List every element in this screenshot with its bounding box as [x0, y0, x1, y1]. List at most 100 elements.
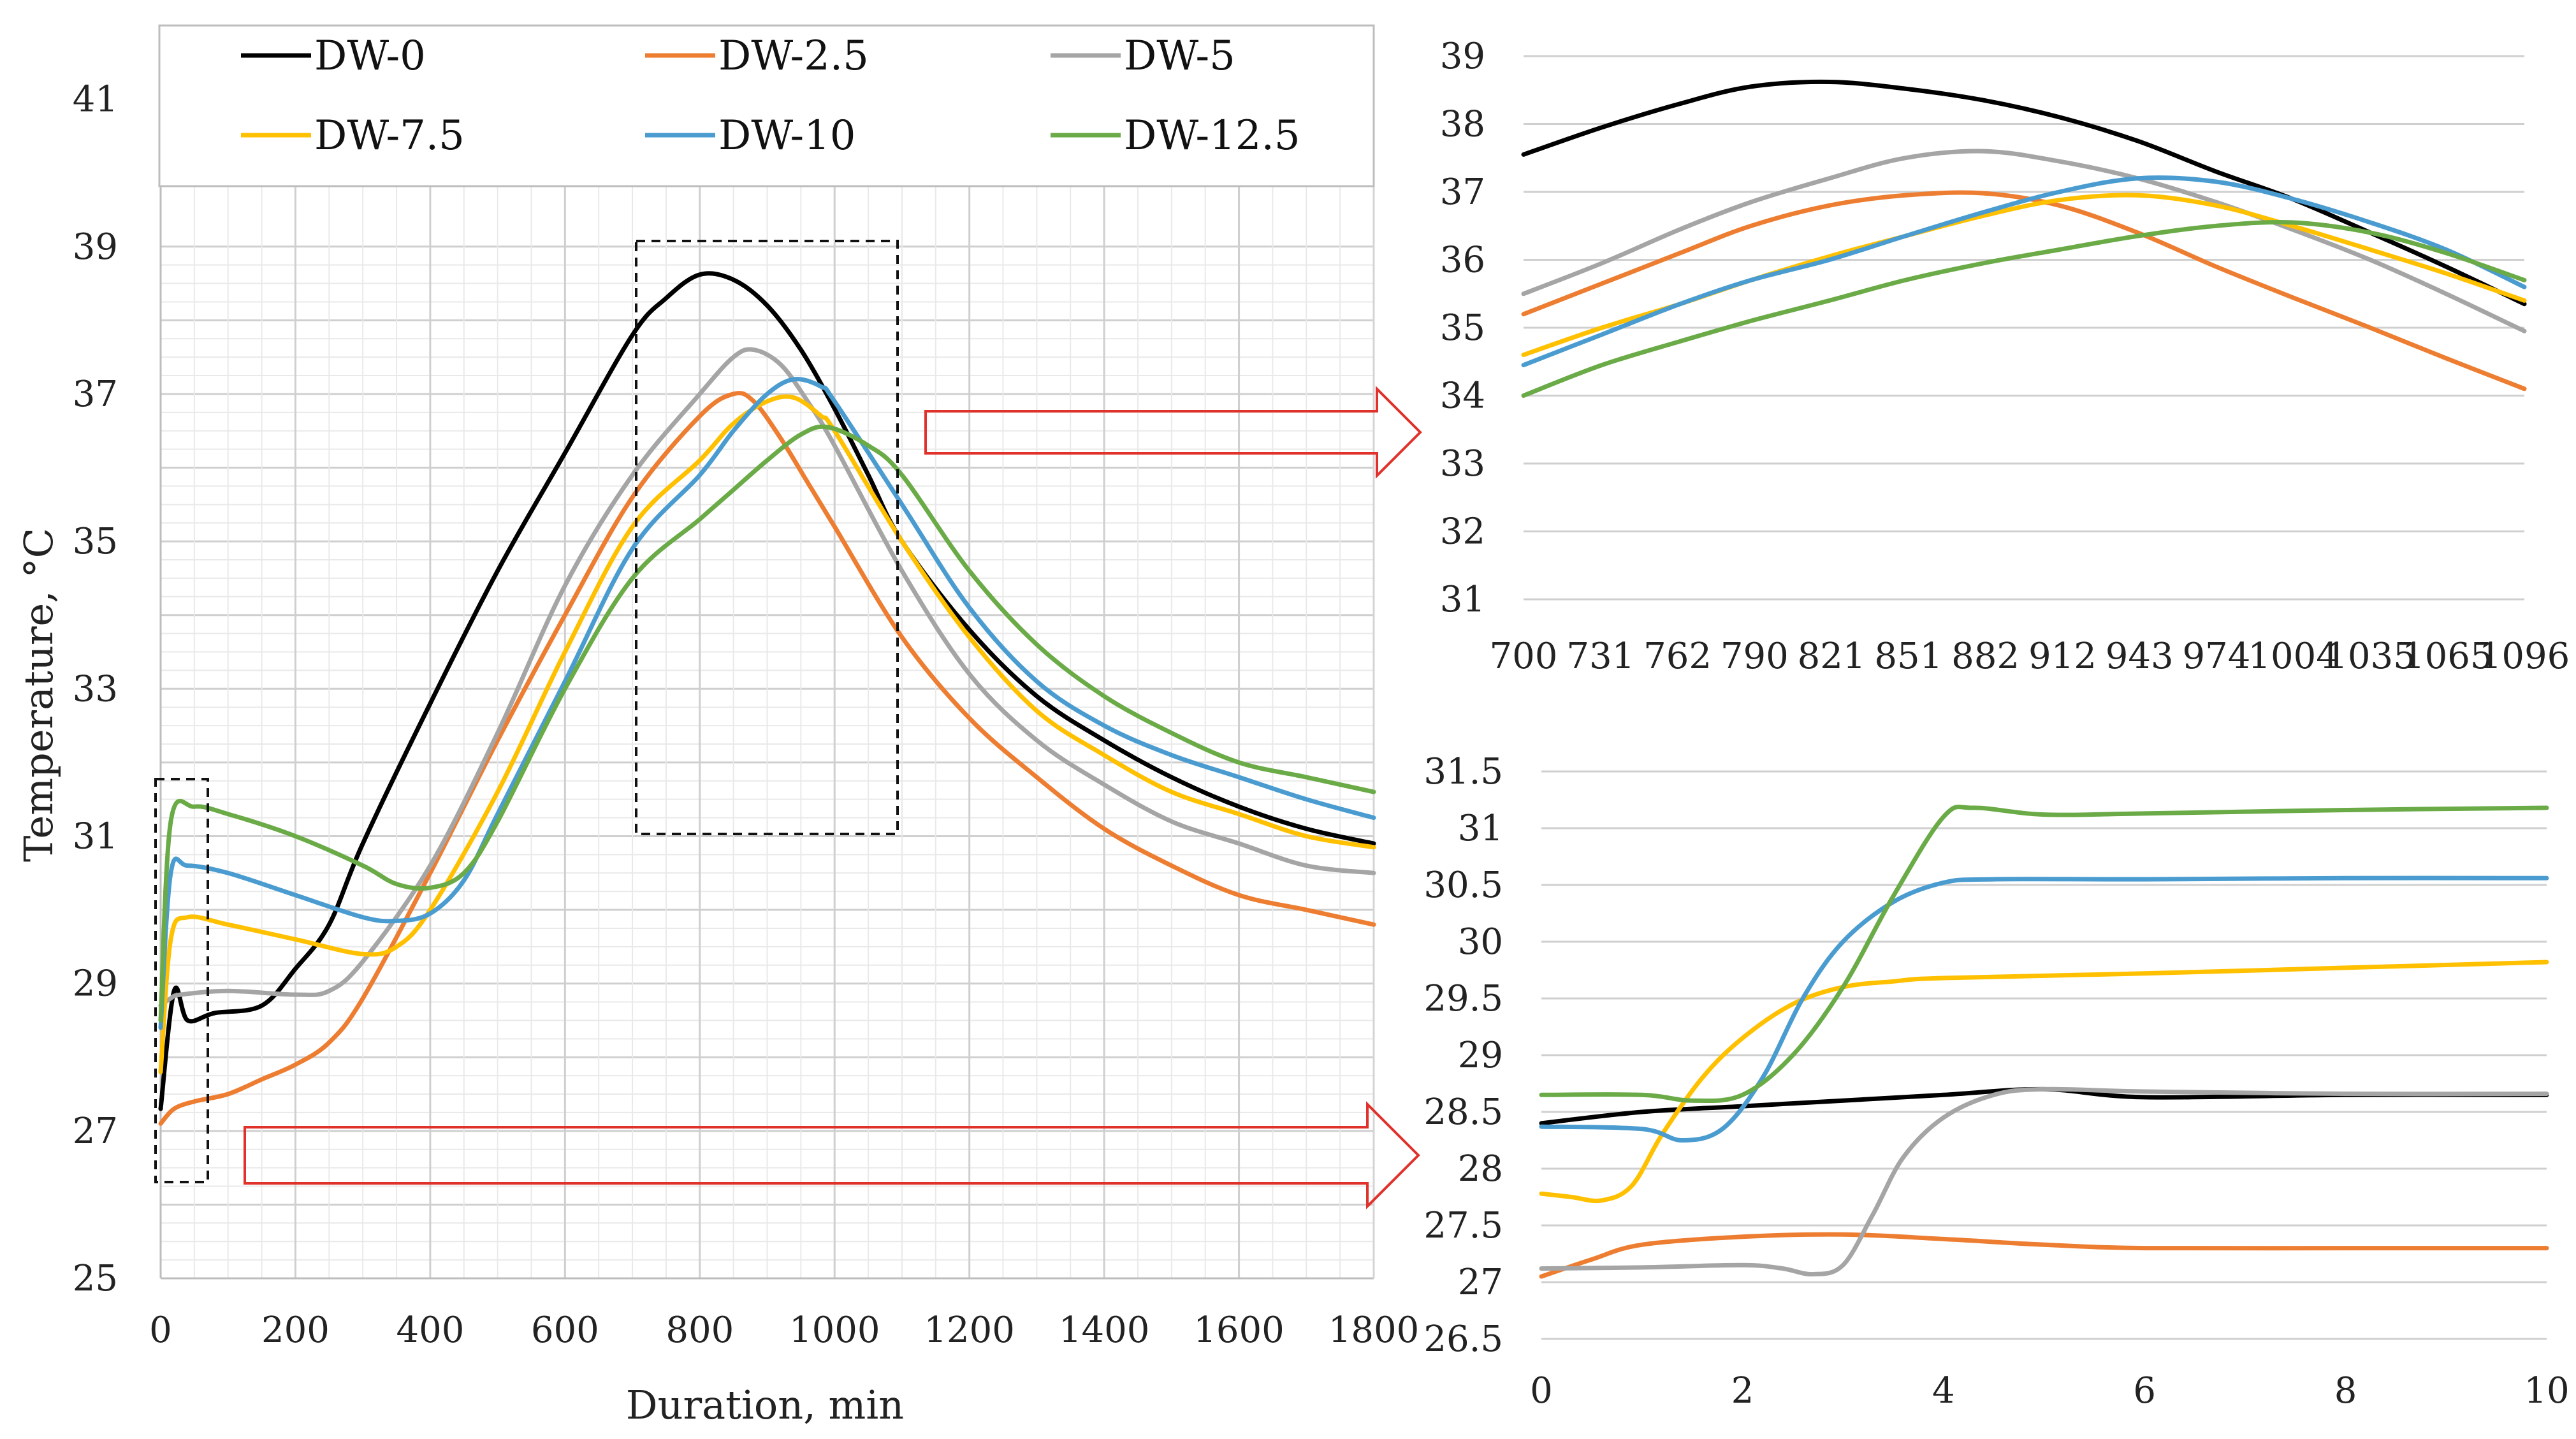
main-chart-y-ticks: 25 27 29 31 33 35 37 39 41	[73, 79, 118, 1299]
zs-y-tick-label: 31.5	[1423, 751, 1503, 793]
legend-items: DW-0 DW-2.5 DW-5 DW-7.5 DW-10 DW-12.5	[241, 33, 1300, 159]
zp-y-tick-label: 37	[1440, 172, 1485, 213]
main-x-tick-label: 1000	[789, 1310, 880, 1351]
main-y-tick-label: 31	[73, 815, 118, 857]
zp-x-tick-label: 1096	[2479, 636, 2570, 677]
zs-x-tick-label: 6	[2133, 1370, 2156, 1412]
zs-y-tick-label: 28.5	[1423, 1092, 1503, 1133]
zp-x-tick-label: 882	[1951, 636, 2019, 677]
zoom-peak-chart-series	[1521, 79, 2527, 398]
main-y-tick-label: 37	[73, 374, 118, 415]
zp-series-dw-0	[1521, 79, 2527, 307]
start-region-highlight	[154, 778, 209, 1183]
zp-x-tick-label: 731	[1566, 636, 1634, 677]
zs-series-dw-12-5	[1539, 805, 2549, 1104]
main-series-dw-2-5	[158, 390, 1376, 1126]
zoom-start-chart-x-ticks: 0 2 4 6 8 10	[1530, 1370, 2569, 1412]
zp-y-tick-label: 38	[1440, 104, 1485, 145]
zs-series-dw-2-5	[1539, 1232, 2549, 1279]
legend-label-dw-7-5: DW-7.5	[314, 112, 465, 159]
zp-x-tick-label: 912	[2028, 636, 2097, 677]
main-x-tick-label: 400	[396, 1310, 464, 1351]
peak-callout-arrow	[924, 386, 1422, 479]
zp-y-tick-label: 35	[1440, 307, 1485, 349]
legend-label-dw-0: DW-0	[314, 33, 426, 80]
start-callout-arrow	[244, 1101, 1420, 1209]
zp-x-tick-label: 1035	[2325, 636, 2416, 677]
main-series-dw-10	[158, 377, 1376, 1030]
zoom-start-chart: 26.5 27 27.5 28 28.5 29 29.5 30 30.5 31 31.5 0 2 4 6 8…	[1423, 751, 2569, 1412]
main-x-tick-label: 1400	[1059, 1310, 1150, 1351]
zp-y-tick-label: 32	[1440, 511, 1485, 553]
main-x-tick-label: 200	[261, 1310, 330, 1351]
zs-y-tick-label: 29	[1458, 1035, 1503, 1076]
zp-y-tick-label: 33	[1440, 443, 1485, 485]
zp-y-tick-label: 34	[1440, 376, 1485, 417]
zp-x-tick-label: 943	[2106, 636, 2174, 677]
main-y-tick-label: 29	[73, 963, 118, 1005]
zs-y-tick-label: 30.5	[1423, 865, 1503, 906]
zs-y-tick-label: 28	[1458, 1148, 1503, 1190]
main-x-tick-label: 1800	[1328, 1310, 1420, 1351]
main-chart-x-axis-title: Duration, min	[626, 1382, 904, 1428]
zp-series-dw-5	[1521, 149, 2527, 333]
legend-label-dw-2-5: DW-2.5	[718, 33, 869, 80]
main-chart-grid	[159, 186, 1375, 1280]
zp-x-tick-label: 762	[1643, 636, 1712, 677]
main-series-dw-0	[158, 271, 1376, 1111]
legend-label-dw-5: DW-5	[1124, 33, 1235, 80]
main-x-tick-label: 0	[149, 1310, 172, 1351]
zp-x-tick-label: 790	[1721, 636, 1789, 677]
zs-y-tick-label: 27.5	[1423, 1205, 1503, 1246]
zp-x-tick-label: 700	[1490, 636, 1558, 677]
main-chart-x-ticks: 0 200 400 600 800 1000 1200 1400 1600 1800	[149, 1310, 1419, 1351]
zs-series-dw-7-5	[1539, 960, 2549, 1204]
zs-x-tick-label: 8	[2334, 1370, 2357, 1412]
zp-series-dw-12-5	[1521, 219, 2527, 398]
legend-box	[158, 24, 1375, 187]
main-chart-series	[158, 271, 1376, 1126]
legend-label-dw-10: DW-10	[718, 112, 856, 159]
legend-label-dw-12-5: DW-12.5	[1124, 112, 1300, 159]
main-y-tick-label: 25	[73, 1258, 118, 1299]
zoom-start-chart-series	[1539, 805, 2549, 1279]
zs-y-tick-label: 30	[1458, 921, 1503, 963]
main-x-tick-label: 800	[666, 1310, 734, 1351]
main-chart-legend: DW-0 DW-2.5 DW-5 DW-7.5 DW-10 DW-12.5	[158, 24, 1375, 187]
main-y-tick-label: 27	[73, 1111, 118, 1152]
zp-x-tick-label: 974	[2182, 636, 2250, 677]
zoom-peak-chart-x-ticks: 700 731 762 790 821 851 882 912 943 9741004103510…	[1490, 636, 2570, 677]
zp-x-tick-label: 1065	[2402, 636, 2493, 677]
main-x-tick-label: 1200	[924, 1310, 1015, 1351]
main-x-tick-label: 600	[531, 1310, 599, 1351]
zs-y-tick-label: 31	[1458, 808, 1503, 849]
main-x-tick-label: 1600	[1193, 1310, 1284, 1351]
zoom-peak-chart-grid	[1524, 55, 2524, 601]
zs-x-tick-label: 0	[1530, 1370, 1553, 1412]
zs-y-tick-label: 26.5	[1423, 1318, 1503, 1360]
main-chart: 25 27 29 31 33 35 37 39 41 0 200 400 600 800 1000 1200…	[15, 24, 1419, 1428]
zp-y-tick-label: 39	[1440, 36, 1485, 77]
zp-x-tick-label: 1004	[2248, 636, 2339, 677]
zp-x-tick-label: 821	[1798, 636, 1866, 677]
zs-x-tick-label: 2	[1731, 1370, 1754, 1412]
main-series-dw-12-5	[158, 424, 1376, 1023]
zoom-peak-chart-y-ticks: 31 32 33 34 35 36 37 38 39	[1440, 36, 1485, 620]
main-y-tick-label: 33	[73, 668, 118, 710]
main-y-tick-label: 39	[73, 226, 118, 268]
main-y-tick-label: 41	[73, 79, 118, 121]
zs-series-dw-5	[1539, 1086, 2549, 1277]
zs-y-tick-label: 29.5	[1423, 978, 1503, 1019]
zoom-start-chart-grid	[1541, 770, 2547, 1340]
callout-arrows	[244, 386, 1422, 1209]
zp-y-tick-label: 36	[1440, 240, 1485, 281]
main-series-dw-5	[158, 347, 1376, 1008]
main-y-tick-label: 35	[73, 521, 118, 562]
zs-y-tick-label: 27	[1458, 1262, 1503, 1303]
zs-series-dw-10	[1539, 875, 2549, 1143]
zoom-peak-chart: 31 32 33 34 35 36 37 38 39 700 731 762 790 821 851 882…	[1440, 36, 2570, 677]
peak-region-highlight	[635, 240, 899, 835]
zs-x-tick-label: 10	[2524, 1370, 2569, 1412]
main-chart-y-axis-title: Temperature, °C	[15, 528, 62, 862]
